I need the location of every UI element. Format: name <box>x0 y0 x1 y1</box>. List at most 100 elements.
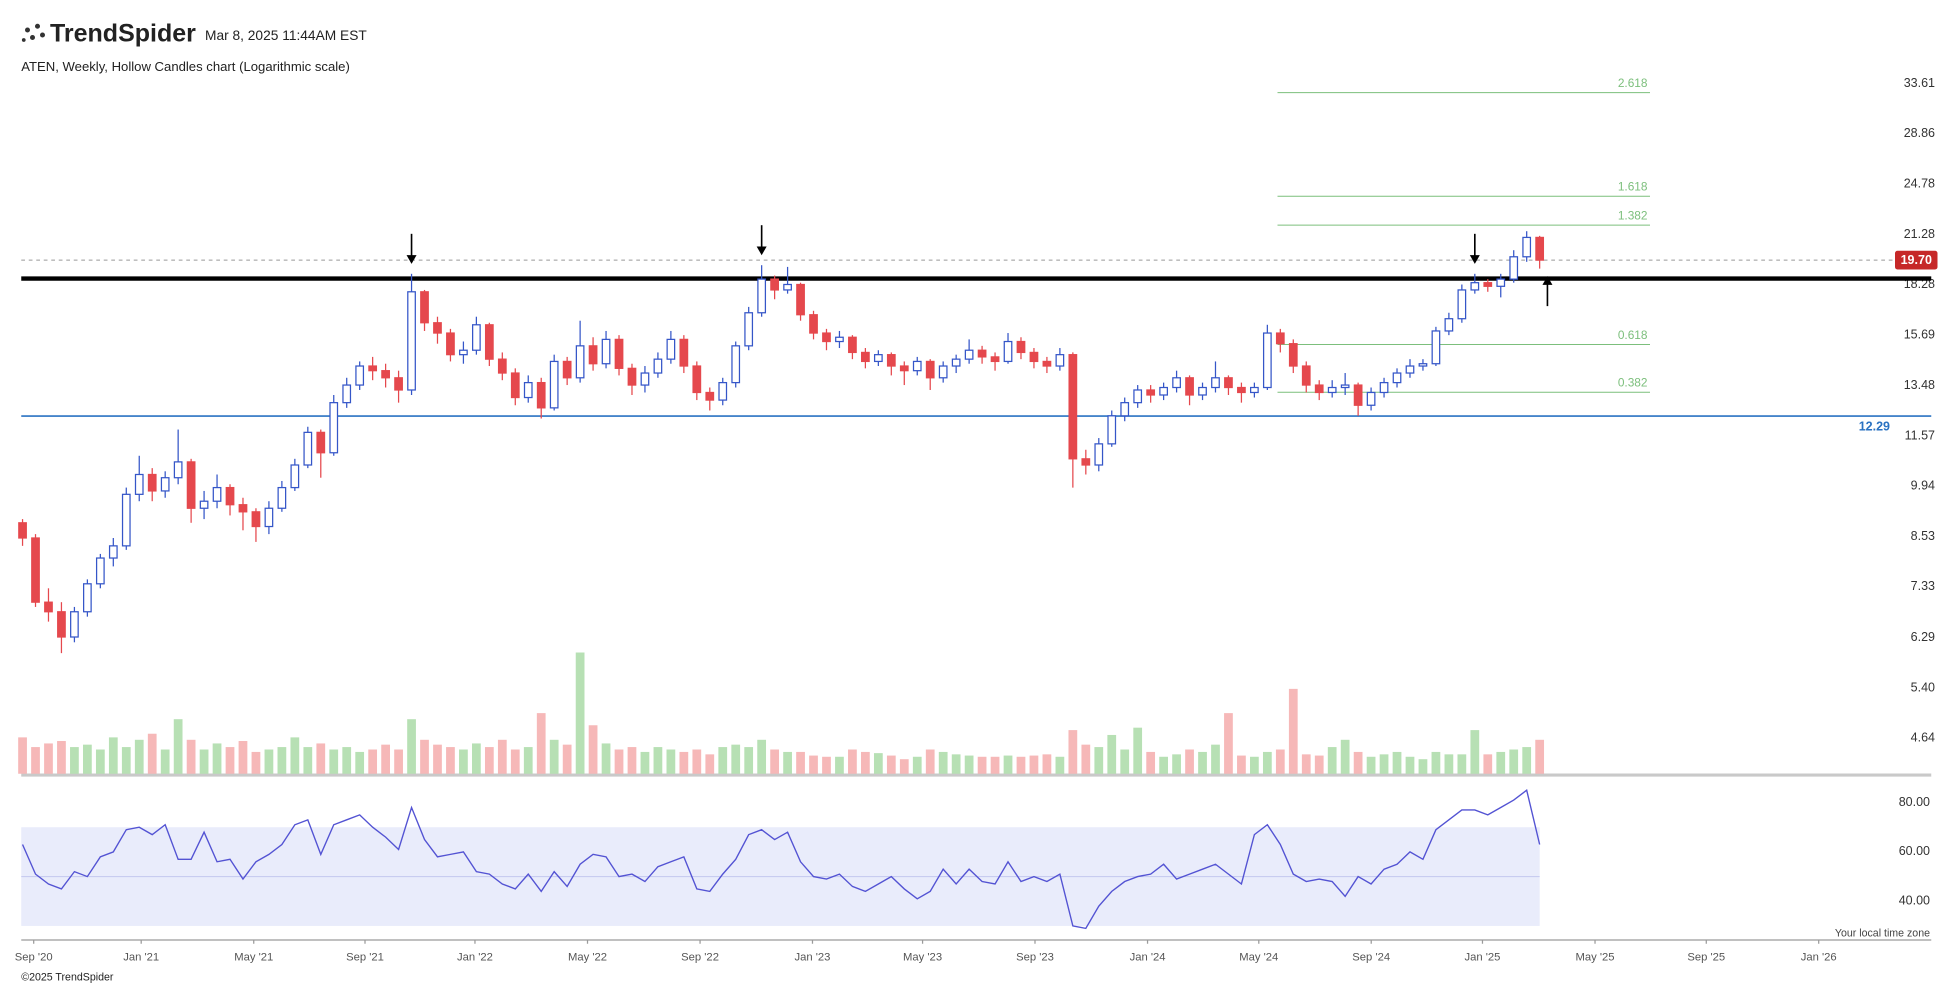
volume-bar <box>368 749 378 774</box>
x-tick-label: Sep '22 <box>681 951 719 963</box>
volume-bar <box>757 739 767 774</box>
volume-bar <box>1237 755 1246 774</box>
y-tick-label: 24.78 <box>1904 177 1935 191</box>
volume-bar <box>1029 755 1039 774</box>
volume-bar <box>1418 759 1428 774</box>
volume-bar <box>1003 755 1013 774</box>
x-tick-label: May '24 <box>1239 951 1278 963</box>
last-price-tag <box>1895 250 1938 270</box>
candle-body <box>1237 386 1246 394</box>
volume-bar <box>562 744 572 774</box>
fib-label: 0.382 <box>1618 376 1648 390</box>
candle-body <box>1185 377 1194 396</box>
candle-body <box>575 345 585 379</box>
x-tick-label: Jan '24 <box>1130 951 1166 963</box>
candle-body <box>121 493 131 547</box>
volume-bar <box>316 743 326 774</box>
volume-bar <box>523 747 533 774</box>
volume-bar <box>1275 749 1285 774</box>
candle-body <box>1042 360 1052 367</box>
candle-body <box>1159 386 1168 396</box>
candle-body <box>809 314 818 334</box>
volume-bar <box>160 749 170 774</box>
candle-body <box>251 511 261 528</box>
volume-bar <box>134 739 144 774</box>
x-tick-label: May '25 <box>1575 951 1614 963</box>
timezone-note: Your local time zone <box>1835 928 1930 940</box>
x-tick-label: Sep '24 <box>1352 951 1390 963</box>
volume-bar <box>1262 751 1272 774</box>
volume-bar <box>446 747 455 774</box>
x-tick-label: Sep '23 <box>1016 951 1054 963</box>
candle-body <box>1405 365 1415 374</box>
y-tick-label: 21.28 <box>1904 227 1935 241</box>
candle-body <box>1262 332 1272 389</box>
volume-bar <box>173 719 183 774</box>
candle-body <box>264 507 274 528</box>
candle-body <box>627 367 637 386</box>
volume-bar <box>640 751 650 774</box>
candle-body <box>523 381 533 399</box>
fib-label: 0.618 <box>1618 328 1648 342</box>
volume-bar <box>549 739 559 774</box>
volume-bar <box>1535 739 1545 774</box>
volume-bar <box>1366 756 1376 774</box>
candle-body <box>1094 443 1104 466</box>
x-tick-label: May '21 <box>234 951 273 963</box>
x-tick-label: Sep '20 <box>15 951 53 963</box>
candle-body <box>277 486 287 509</box>
y-tick-label: 11.57 <box>1905 428 1935 442</box>
volume-bar <box>1016 756 1026 774</box>
volume-bar <box>964 755 974 774</box>
volume-bar <box>1055 756 1065 774</box>
volume-bar <box>1405 756 1415 774</box>
logo-text: TrendSpider <box>50 20 196 48</box>
candle-body <box>1003 340 1013 363</box>
volume-bar <box>121 747 131 774</box>
volume-bar <box>1327 747 1337 774</box>
candle-body <box>835 336 844 343</box>
candle-body <box>1275 332 1285 345</box>
candle-body <box>18 522 27 539</box>
fib-label: 2.618 <box>1618 76 1648 90</box>
annotation-arrowhead <box>406 255 417 264</box>
candle-body <box>31 537 40 603</box>
volume-bar <box>225 747 235 774</box>
logo-icon <box>21 23 45 42</box>
volume-bar <box>1185 749 1194 774</box>
volume-bar <box>925 749 935 774</box>
volume-bar <box>692 749 702 774</box>
volume-bar <box>977 756 987 774</box>
volume-bar <box>951 754 961 774</box>
candle-body <box>796 283 805 316</box>
volume-bar <box>1172 754 1181 774</box>
volume-bar <box>705 754 715 774</box>
volume-bar <box>1107 734 1117 774</box>
candle-body <box>160 477 170 492</box>
volume-bar <box>1314 755 1324 774</box>
volume-bar <box>627 747 637 774</box>
candle-body <box>653 358 663 374</box>
volume-bar <box>679 751 689 774</box>
candle-body <box>497 358 507 374</box>
candle-body <box>484 324 494 360</box>
y-tick-label: 5.40 <box>1911 680 1935 694</box>
candle-body <box>173 461 183 479</box>
x-tick-label: Jan '25 <box>1465 951 1501 963</box>
candle-body <box>212 486 222 502</box>
volume-bar <box>1146 751 1156 774</box>
candle-body <box>770 278 779 291</box>
candle-body <box>886 354 896 367</box>
timestamp: Mar 8, 2025 11:44AM EST <box>205 28 367 43</box>
volume-bar <box>886 755 896 774</box>
candle-body <box>1392 372 1402 384</box>
fib-label: 1.382 <box>1618 209 1648 223</box>
volume-bar <box>433 744 442 774</box>
volume-bar <box>601 743 611 774</box>
candle-body <box>472 324 481 351</box>
candle-body <box>938 365 948 379</box>
candle-body <box>783 283 792 291</box>
chart-title: ATEN, Weekly, Hollow Candles chart (Loga… <box>21 59 350 74</box>
volume-bar <box>44 743 53 774</box>
